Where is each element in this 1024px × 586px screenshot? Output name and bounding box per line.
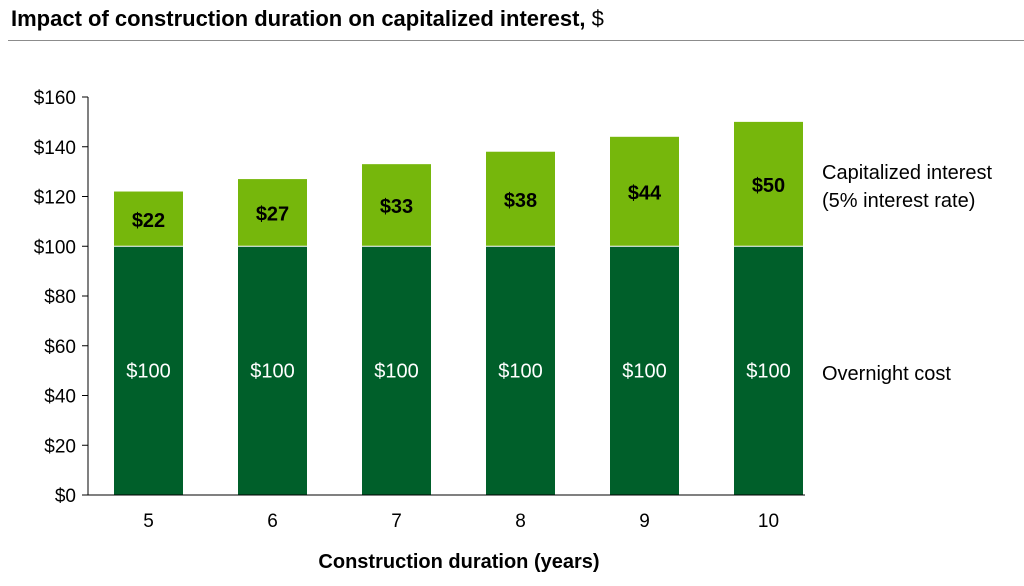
y-tick-label: $20 bbox=[44, 436, 76, 457]
y-tick-label: $0 bbox=[55, 486, 76, 507]
bar-capitalized-interest bbox=[734, 121, 803, 247]
x-tick-label: 5 bbox=[143, 511, 154, 532]
legend-capitalized-interest-rate: (5% interest rate) bbox=[822, 190, 975, 212]
bar-capitalized-interest bbox=[238, 179, 307, 247]
x-tick-label: 6 bbox=[267, 511, 278, 532]
data-label-overnight-cost: $100 bbox=[746, 361, 791, 383]
data-label-capitalized-interest: $33 bbox=[380, 196, 413, 218]
bar-overnight-cost bbox=[362, 246, 431, 495]
x-axis-title: Construction duration (years) bbox=[318, 551, 599, 573]
data-label-capitalized-interest: $50 bbox=[752, 175, 785, 197]
data-label-overnight-cost: $100 bbox=[622, 361, 667, 383]
chart-title-unit: $ bbox=[591, 6, 604, 31]
y-tick-label: $40 bbox=[44, 387, 76, 408]
chart-title: Impact of construction duration on capit… bbox=[11, 6, 604, 32]
y-tick-label: $160 bbox=[34, 88, 76, 109]
bar-capitalized-interest bbox=[362, 164, 431, 247]
bar-overnight-cost bbox=[734, 246, 803, 495]
bar-overnight-cost bbox=[486, 246, 555, 495]
x-tick-label: 7 bbox=[391, 511, 402, 532]
data-label-overnight-cost: $100 bbox=[498, 361, 543, 383]
x-tick-label: 8 bbox=[515, 511, 526, 532]
bar-capitalized-interest bbox=[610, 136, 679, 247]
x-tick-label: 9 bbox=[639, 511, 650, 532]
y-tick-label: $80 bbox=[44, 287, 76, 308]
data-label-capitalized-interest: $38 bbox=[504, 190, 537, 212]
data-label-overnight-cost: $100 bbox=[126, 361, 171, 383]
data-label-overnight-cost: $100 bbox=[250, 361, 295, 383]
bar-overnight-cost bbox=[238, 246, 307, 495]
y-tick-label: $60 bbox=[44, 337, 76, 358]
y-tick-label: $120 bbox=[34, 188, 76, 209]
data-label-capitalized-interest: $27 bbox=[256, 204, 289, 226]
legend-overnight-cost: Overnight cost bbox=[822, 363, 951, 385]
bar-capitalized-interest bbox=[486, 151, 555, 247]
y-tick-label: $140 bbox=[34, 138, 76, 159]
x-tick-label: 10 bbox=[758, 511, 779, 532]
data-label-capitalized-interest: $44 bbox=[628, 183, 662, 205]
data-label-capitalized-interest: $22 bbox=[132, 210, 165, 232]
data-label-overnight-cost: $100 bbox=[374, 361, 419, 383]
bar-overnight-cost bbox=[610, 246, 679, 495]
chart-title-text: Impact of construction duration on capit… bbox=[11, 6, 586, 31]
y-tick-label: $100 bbox=[34, 237, 76, 258]
bar-capitalized-interest bbox=[114, 191, 183, 247]
legend-capitalized-interest: Capitalized interest bbox=[822, 162, 993, 184]
bar-overnight-cost bbox=[114, 246, 183, 495]
title-divider bbox=[8, 40, 1024, 41]
